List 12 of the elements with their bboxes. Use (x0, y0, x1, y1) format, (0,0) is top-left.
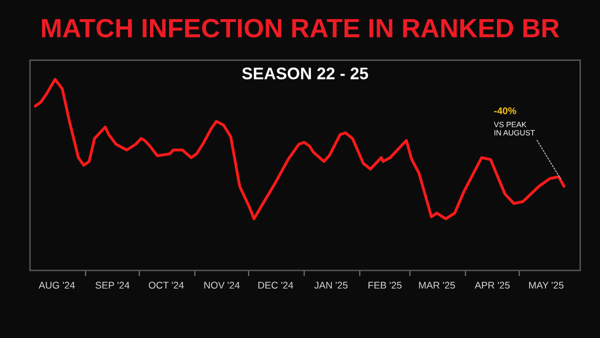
x-tick-label: MAY '25 (529, 282, 564, 289)
x-tick-label: DEC '24 (258, 282, 294, 289)
x-tick-label: FEB '25 (368, 282, 402, 289)
x-tick-label: OCT '24 (148, 282, 184, 289)
x-tick-label: AUG '24 (38, 282, 75, 289)
x-tick-label: NOV '24 (204, 282, 240, 289)
x-tick-label: SEP '24 (96, 282, 130, 289)
x-tick-label: APR '25 (474, 282, 510, 289)
chart-title: MATCH INFECTION RATE IN RANKED BR (42, 18, 560, 38)
x-tick-label: MAR '25 (419, 282, 455, 289)
chart-subtitle: SEASON 22 - 25 (242, 68, 368, 80)
x-tick-label: JAN '25 (314, 282, 348, 289)
